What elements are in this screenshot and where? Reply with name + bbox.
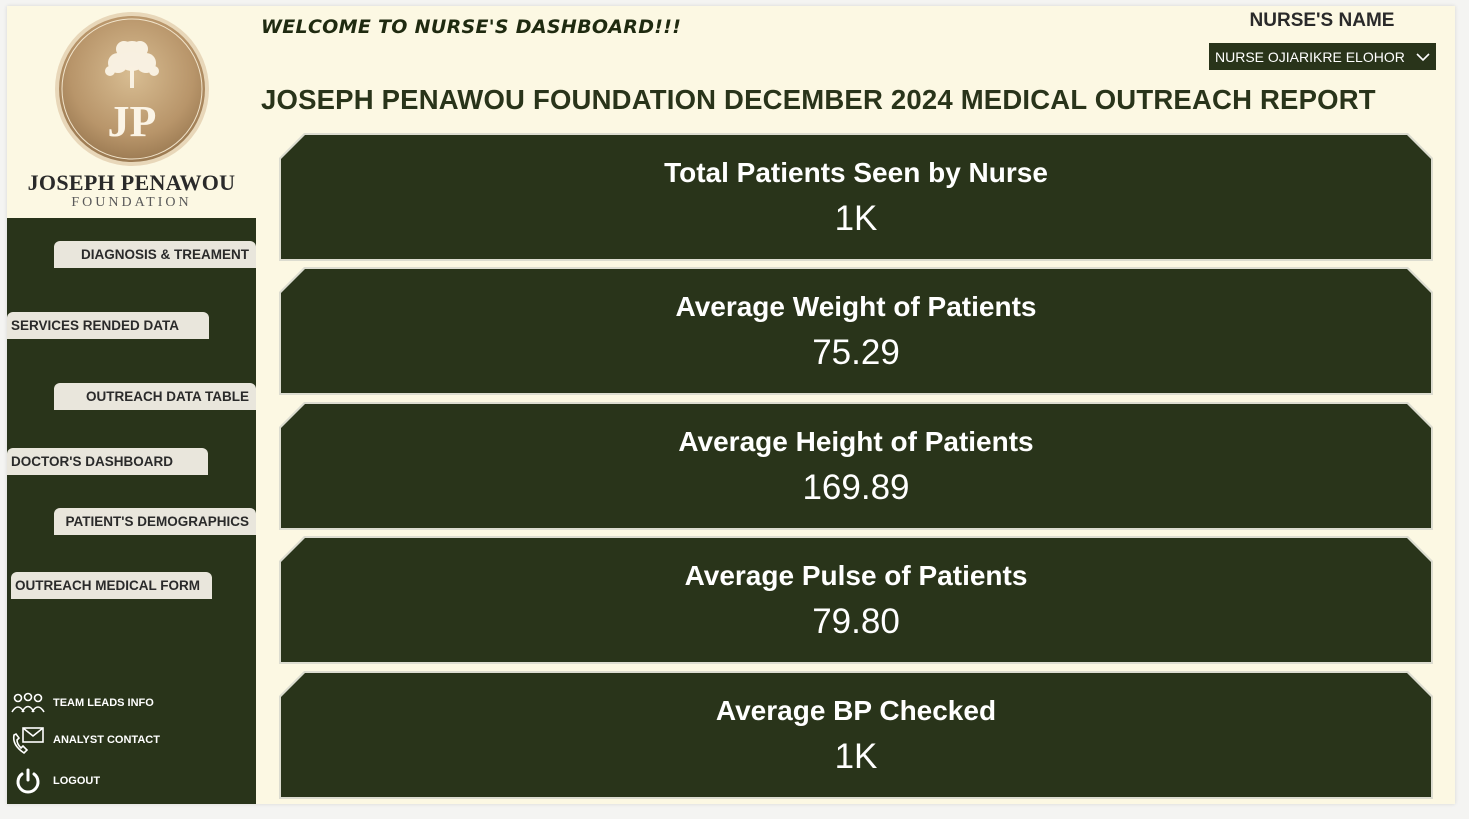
kpi-card-average-bp: Average BP Checked 1K	[281, 673, 1431, 797]
kpi-card-average-pulse: Average Pulse of Patients 79.80	[281, 538, 1431, 662]
team-icon	[10, 689, 46, 717]
power-icon	[10, 767, 46, 795]
kpi-label: Average Pulse of Patients	[684, 560, 1028, 591]
kpi-value: 1K	[834, 199, 878, 238]
analyst-contact-label: ANALYST CONTACT	[53, 734, 160, 746]
kpi-card-average-weight: Average Weight of Patients 75.29	[281, 269, 1431, 393]
nav-diagnosis-treatment-button[interactable]: DIAGNOSIS & TREAMENT	[54, 241, 256, 268]
kpi-value: 1K	[834, 737, 878, 776]
analyst-contact-link[interactable]: ANALYST CONTACT	[7, 725, 160, 755]
logout-label: LOGOUT	[53, 775, 101, 787]
kpi-card-average-height: Average Height of Patients 169.89	[281, 404, 1431, 528]
sidebar: DIAGNOSIS & TREAMENT SERVICES RENDED DAT…	[7, 218, 256, 804]
dashboard-frame: JP JOSEPH PENAWOU FOUNDATION DIAGNOSIS &…	[7, 6, 1455, 804]
nurse-name-dropdown[interactable]: NURSE OJIARIKRE ELOHOR	[1209, 43, 1436, 70]
nav-outreach-medical-form-button[interactable]: OUTREACH MEDICAL FORM	[11, 572, 212, 599]
nurse-name-selected: NURSE OJIARIKRE ELOHOR	[1215, 48, 1405, 65]
logo-area: JP JOSEPH PENAWOU FOUNDATION	[7, 6, 256, 218]
welcome-message: WELCOME TO NURSE'S DASHBOARD!!!	[261, 16, 682, 38]
kpi-label: Average BP Checked	[715, 695, 997, 726]
nav-services-rendered-button[interactable]: SERVICES RENDED DATA	[7, 312, 209, 339]
kpi-label: Average Weight of Patients	[675, 291, 1037, 322]
logout-link[interactable]: LOGOUT	[7, 766, 100, 796]
nav-doctors-dashboard-button[interactable]: DOCTOR'S DASHBOARD	[7, 448, 208, 475]
team-leads-link[interactable]: TEAM LEADS INFO	[7, 688, 154, 718]
kpi-label: Total Patients Seen by Nurse	[664, 157, 1048, 188]
logo-subtitle: FOUNDATION	[71, 195, 192, 210]
chevron-down-icon	[1416, 49, 1430, 65]
nav-patients-demographics-button[interactable]: PATIENT'S DEMOGRAPHICS	[54, 508, 256, 535]
foundation-logo: JP	[55, 12, 209, 166]
nurse-name-label: NURSE'S NAME	[1249, 10, 1395, 31]
kpi-value: 75.29	[812, 333, 900, 372]
team-leads-label: TEAM LEADS INFO	[53, 697, 154, 709]
logo-name: JOSEPH PENAWOU	[27, 170, 236, 195]
kpi-card-total-patients: Total Patients Seen by Nurse 1K	[281, 135, 1431, 259]
phone-mail-icon	[10, 726, 46, 755]
logo-initials: JP	[108, 97, 157, 146]
kpi-label: Average Height of Patients	[678, 426, 1034, 457]
report-title: JOSEPH PENAWOU FOUNDATION DECEMBER 2024 …	[261, 84, 1376, 115]
kpi-value: 79.80	[812, 602, 900, 641]
nav-outreach-data-table-button[interactable]: OUTREACH DATA TABLE	[54, 383, 256, 410]
kpi-value: 169.89	[802, 468, 910, 507]
